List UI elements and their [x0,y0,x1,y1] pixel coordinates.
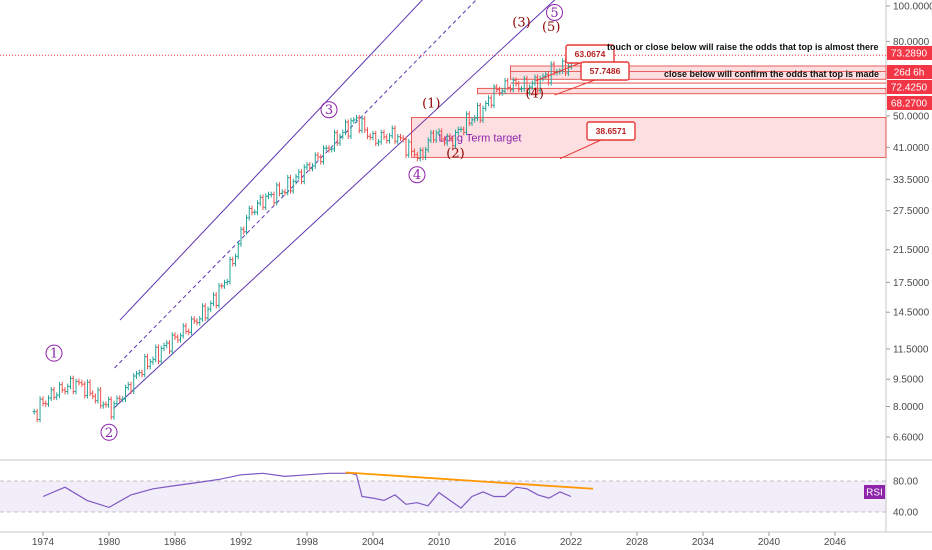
rsi-band [0,481,886,512]
wave-label: (2) [446,146,464,161]
rsi-tick-label: 40.00 [893,508,918,519]
price-badge [887,65,932,79]
zone-label: Long Term target [439,132,522,144]
price-badge-label: 73.2890 [891,49,928,60]
wave-label: 4 [413,168,421,183]
wave-label: (3) [512,16,530,31]
wave-label: (5) [542,20,560,35]
wave-circle [408,166,426,184]
y-tick-label: 14.5000 [893,308,930,319]
callout-pointer [554,79,596,96]
wave-label: 2 [105,426,113,441]
wave-circle [546,3,563,21]
wave-label: 5 [550,6,558,21]
callout-pointer [535,62,581,82]
callout-value: 57.7486 [590,66,621,76]
callout-value: 38.6571 [596,126,627,136]
annotation-text: close below will confirm the odds that t… [664,69,879,79]
y-tick-label: 17.5000 [893,278,930,289]
rsi-tick-label: 80.00 [893,477,918,488]
y-tick-label: 50.0000 [893,111,930,122]
price-badge [887,46,932,60]
wave-labels: 1 2 3 4 5 (1) (2) (3) (4) (5) [45,3,563,441]
wave-label: (4) [525,87,543,102]
y-tick-label: 11.5000 [893,344,929,355]
wave-label: 1 [50,347,58,362]
price-badge [887,96,932,110]
annotation-text: touch or close below will raise the odds… [607,42,879,52]
y-tick-label: 21.5000 [893,245,930,256]
y-tick-label: 8.0000 [893,402,924,413]
target-zone [411,117,887,158]
x-tick-label: 1980 [98,537,121,548]
wave-circle [320,101,338,119]
price-badge-label: 68.2700 [891,99,928,110]
main-pane[interactable] [0,0,886,460]
rsi-label: RSI [866,488,883,499]
price-badge-label: 26d 6h [894,68,925,79]
target-zone [477,87,887,95]
wave-circle [45,344,63,362]
callout-pointer [559,139,602,160]
x-tick-label: 1992 [230,537,253,548]
x-tick-label: 2016 [494,537,517,548]
price-series [32,53,573,423]
y-tick-label: 6.6000 [893,433,924,444]
x-tick-label: 2046 [824,537,847,548]
y-tick-label: 27.5000 [893,206,930,217]
price-badge [887,80,932,94]
x-tick-label: 2004 [362,537,385,548]
channel-mid-line [114,0,477,369]
x-tick-label: 2040 [758,537,781,548]
price-badge-label: 72.4250 [891,83,928,94]
x-tick-label: 2028 [626,537,649,548]
rsi-pane[interactable]: 80.00 40.00 RSI [0,471,918,519]
rsi-badge [864,485,885,499]
x-tick-label: 1974 [32,537,55,548]
x-tick-label: 1998 [296,537,319,548]
y-tick-label: 9.5000 [893,375,924,386]
wave-circle [100,423,118,441]
y-tick-label: 80.0000 [893,37,930,48]
rsi-trendline [345,471,594,490]
callout-box [586,121,636,141]
y-tick-label: 100.0000 [893,2,932,13]
x-tick-label: 2010 [428,537,451,548]
price-axis[interactable]: 100.000080.000065.000050.000041.000033.5… [886,2,932,444]
x-tick-label: 2022 [560,537,583,548]
annotations: 63.0674 57.7486 38.6571 touch or close belo… [535,42,879,160]
wave-label: (1) [422,97,440,112]
callout-value: 63.0674 [575,49,606,59]
x-tick-label: 1986 [164,537,187,548]
y-tick-label: 41.0000 [893,143,930,154]
callout-box [580,61,630,81]
rsi-line [42,472,572,509]
x-tick-label: 2034 [692,537,715,548]
channel-lower-line [113,0,556,409]
y-tick-label: 33.5000 [893,175,930,186]
wave-label: 3 [325,103,333,118]
channel-upper-line [119,0,423,321]
channel-lines [113,0,556,409]
time-axis[interactable]: 1974 1980 1986 1992 1998 2004 2010 2016 2022 2028… [32,532,847,548]
